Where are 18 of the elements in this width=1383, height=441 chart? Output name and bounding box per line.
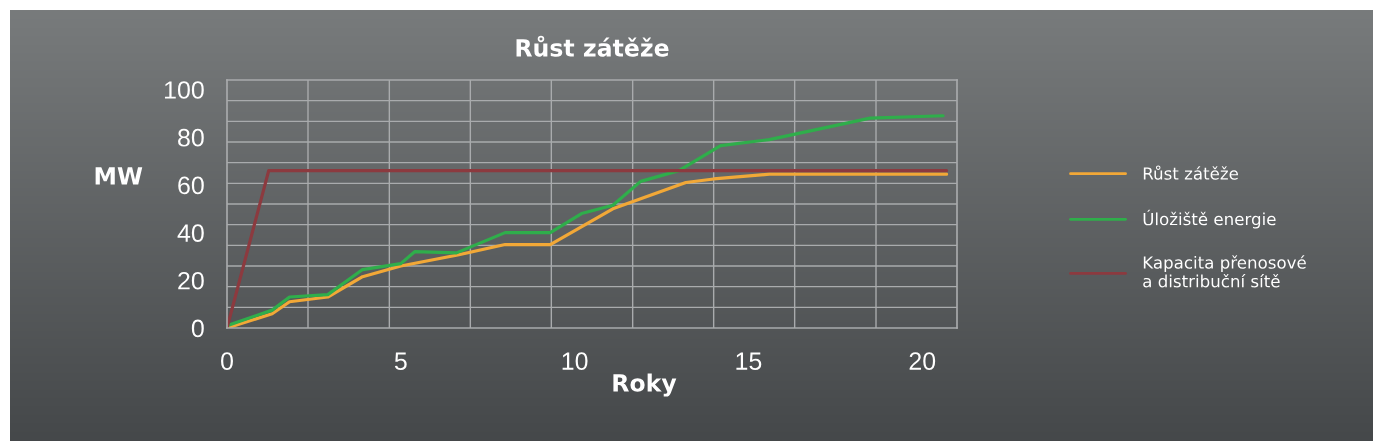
chart-title: Růst zátěže <box>516 35 669 57</box>
y-tick-label: 100 <box>164 81 204 99</box>
x-tick-label: 0 <box>221 352 233 370</box>
y-tick-label: 20 <box>178 271 204 290</box>
x-tick-label: 20 <box>909 352 936 370</box>
legend-label: Kapacita přenosové a distribuční sítě <box>1143 255 1306 288</box>
y-tick-label: 60 <box>178 176 204 195</box>
y-tick-label: 80 <box>178 128 204 147</box>
x-axis-title: Roky <box>613 373 677 397</box>
x-tick-label: 10 <box>562 352 588 370</box>
legend-label: Růst zátěže <box>1143 165 1238 180</box>
legend-label: Úložiště energie <box>1143 209 1276 229</box>
y-axis-title: MW <box>95 167 143 185</box>
y-tick-label: 40 <box>177 224 204 242</box>
y-tick-label: 0 <box>191 319 204 338</box>
x-tick-label: 5 <box>394 352 407 370</box>
x-tick-label: 15 <box>736 352 762 370</box>
line-series <box>227 114 945 328</box>
